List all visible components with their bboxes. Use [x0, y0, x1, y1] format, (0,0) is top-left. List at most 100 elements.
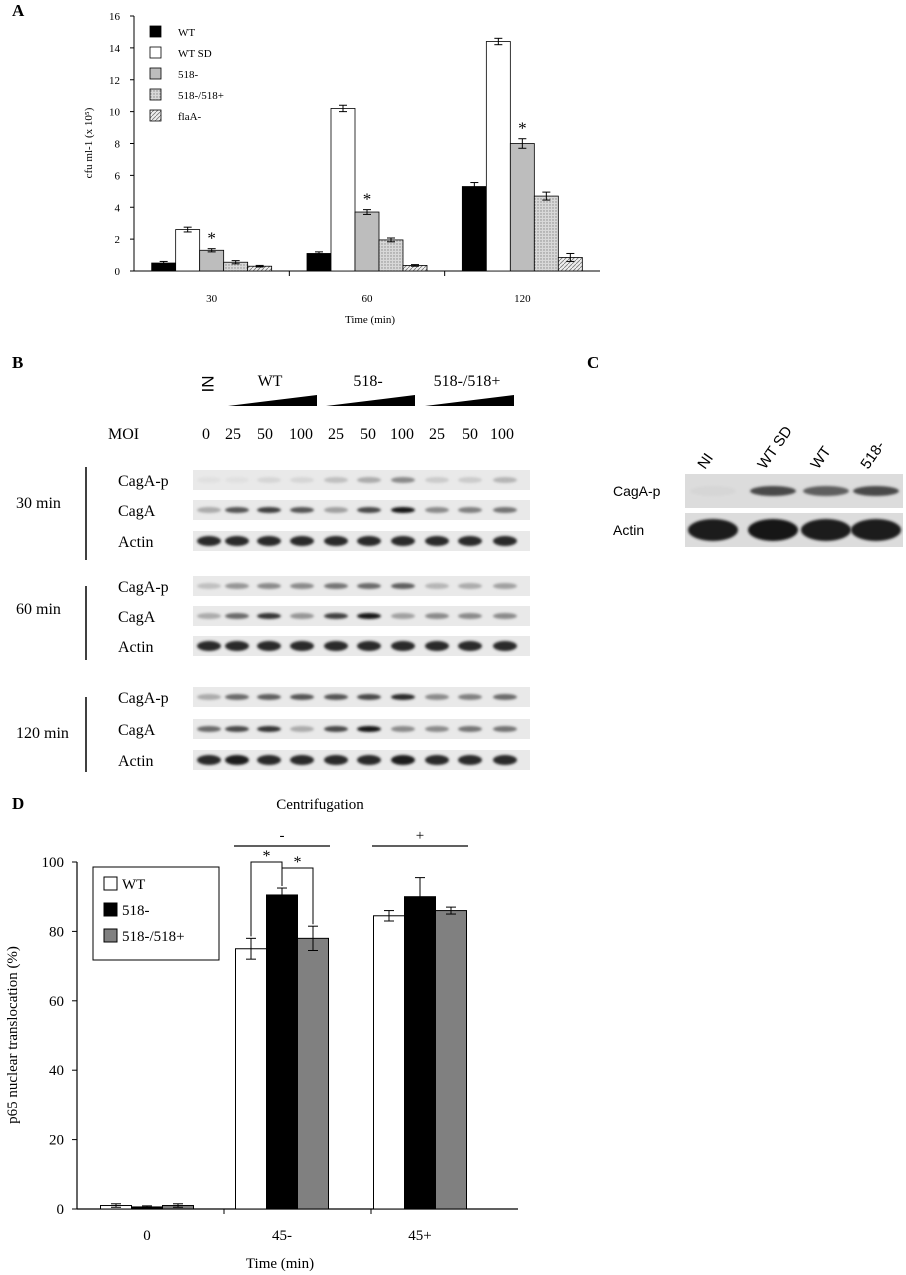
legend-swatch [149, 109, 162, 122]
band [225, 536, 249, 546]
band [391, 583, 415, 589]
moi-value: 25 [328, 426, 344, 443]
band [750, 486, 796, 496]
bar [373, 915, 405, 1210]
band [197, 583, 221, 589]
moi-value: 50 [257, 426, 273, 443]
lane-label: NI [694, 450, 717, 472]
y-tick-label: 8 [115, 139, 121, 151]
blot-row-label: Actin [613, 522, 644, 538]
band [458, 507, 482, 513]
band [493, 694, 517, 700]
y-tick-label: 0 [57, 1202, 65, 1218]
significance-mark: * [294, 854, 302, 871]
y-tick-label: 0 [115, 266, 121, 278]
band [493, 613, 517, 619]
x-tick-label: 60 [362, 293, 374, 305]
band [225, 641, 249, 651]
blot-row-label: Actin [118, 534, 154, 551]
blot-row-label: CagA [118, 503, 156, 520]
band [748, 519, 798, 541]
moi-gradient-wedge [228, 395, 317, 406]
significance-mark: * [518, 119, 527, 138]
group-label: - [280, 828, 285, 844]
band [391, 694, 415, 700]
band [851, 519, 901, 541]
x-tick-label: 45- [272, 1228, 292, 1244]
significance-bracket [281, 867, 314, 925]
band [290, 613, 314, 619]
y-tick-label: 6 [115, 170, 121, 182]
band [425, 726, 449, 732]
band [425, 583, 449, 589]
band [493, 641, 517, 651]
band [324, 477, 348, 483]
x-tick-label: 45+ [408, 1228, 431, 1244]
moi-value: 100 [390, 426, 414, 443]
timepoint-label: 30 min [16, 495, 61, 512]
band [688, 519, 738, 541]
band [290, 536, 314, 546]
legend-label: WT SD [178, 48, 212, 60]
y-tick-label: 100 [42, 855, 65, 871]
band [324, 726, 348, 732]
y-tick-label: 40 [49, 1063, 64, 1079]
band [391, 755, 415, 765]
band [225, 583, 249, 589]
band [391, 613, 415, 619]
chart-a-xlabel: Time (min) [345, 314, 395, 326]
bar [175, 229, 201, 272]
blot-row-label: CagA-p [118, 690, 169, 707]
panel-label-c: C [587, 353, 599, 372]
x-tick-label: 0 [143, 1228, 151, 1244]
band [290, 726, 314, 732]
band [225, 694, 249, 700]
band [197, 726, 221, 732]
band [458, 536, 482, 546]
band [324, 694, 348, 700]
legend-label: 518- [122, 903, 150, 919]
moi-gradient-wedge [425, 395, 514, 406]
band [690, 486, 736, 496]
band [458, 613, 482, 619]
bar [404, 896, 436, 1210]
band [458, 583, 482, 589]
moi-value: 50 [462, 426, 478, 443]
western-blot-c: NI WT SD WT 518- CagA-p Actin [613, 423, 903, 547]
chart-d-title: Centrifugation [276, 797, 364, 813]
y-tick-label: 2 [115, 234, 121, 246]
blot-row-label: CagA-p [118, 473, 169, 490]
legend-swatch [149, 25, 162, 38]
legend-swatch [149, 67, 162, 80]
band [458, 694, 482, 700]
band [197, 507, 221, 513]
band [225, 507, 249, 513]
band [803, 486, 849, 496]
band [357, 507, 381, 513]
band [324, 755, 348, 765]
legend-swatch [149, 46, 162, 59]
bar [435, 910, 467, 1210]
band [357, 536, 381, 546]
lane-label: WT [807, 443, 834, 472]
bar-chart-cfu: cfu ml-1 (x 10⁵) Time (min) * * * 0 2 4 6 8 10 1… [83, 11, 600, 326]
band [357, 477, 381, 483]
band [257, 536, 281, 546]
y-tick-label: 12 [109, 75, 120, 87]
band [493, 477, 517, 483]
panel-label-a: A [12, 1, 25, 20]
band [225, 613, 249, 619]
band [357, 694, 381, 700]
band [357, 726, 381, 732]
bar [354, 211, 380, 272]
significance-mark: * [363, 190, 372, 209]
band [197, 641, 221, 651]
bar [330, 108, 356, 272]
group-label: + [416, 828, 424, 844]
chart-a-legend: WT WT SD 518- 518-/518+ flaA- [149, 25, 224, 123]
panel-label-d: D [12, 794, 24, 813]
band [290, 507, 314, 513]
y-tick-label: 4 [115, 202, 121, 214]
band [324, 583, 348, 589]
